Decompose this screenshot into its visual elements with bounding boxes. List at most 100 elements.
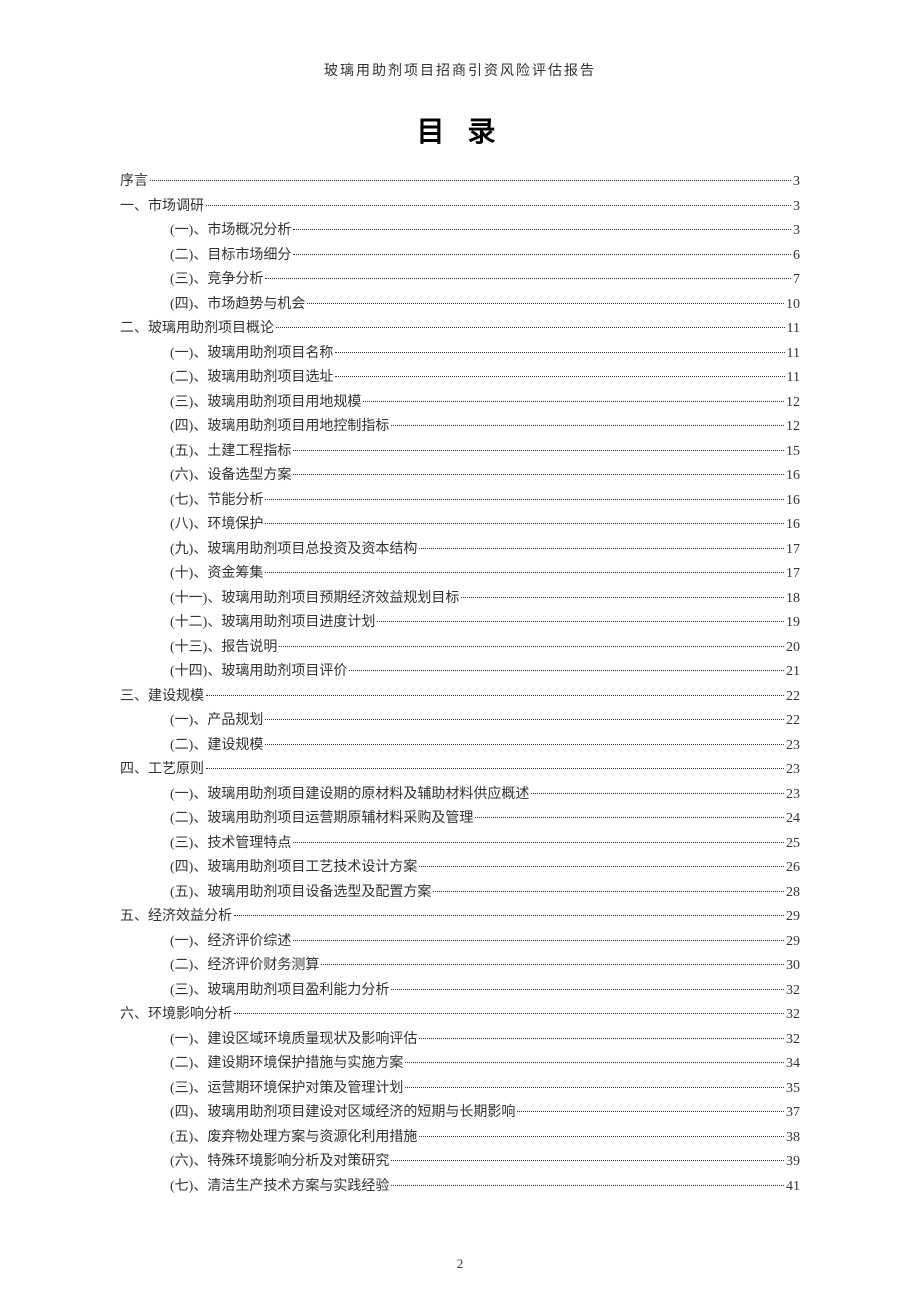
toc-entry: (四)、市场趋势与机会 10	[120, 293, 800, 318]
toc-entry-page: 10	[786, 293, 800, 318]
toc-entry-page: 35	[786, 1077, 800, 1102]
toc-entry: (十三)、报告说明20	[120, 636, 800, 661]
toc-leader-dots	[276, 327, 785, 328]
toc-entry: (一)、玻璃用助剂项目名称11	[120, 342, 800, 367]
toc-entry: (四)、玻璃用助剂项目建设对区域经济的短期与长期影响 37	[120, 1101, 800, 1126]
toc-entry: (一)、产品规划22	[120, 709, 800, 734]
toc-entry-label: (四)、玻璃用助剂项目建设对区域经济的短期与长期影响	[170, 1101, 515, 1126]
toc-entry-label: (四)、市场趋势与机会	[170, 293, 305, 318]
toc-entry-page: 23	[786, 783, 800, 808]
toc-leader-dots	[391, 989, 784, 990]
toc-entry-label: (五)、玻璃用助剂项目设备选型及配置方案	[170, 881, 431, 906]
toc-entry: (十)、资金筹集 17	[120, 562, 800, 587]
toc-entry-page: 23	[786, 734, 800, 759]
toc-entry-label: 五、经济效益分析	[120, 905, 232, 930]
toc-entry-label: 六、环境影响分析	[120, 1003, 232, 1028]
toc-leader-dots	[405, 1087, 784, 1088]
toc-leader-dots	[391, 1160, 784, 1161]
toc-entry: (四)、玻璃用助剂项目工艺技术设计方案26	[120, 856, 800, 881]
toc-entry-label: (一)、产品规划	[170, 709, 263, 734]
toc-entry-page: 15	[786, 440, 800, 465]
toc-leader-dots	[234, 915, 784, 916]
toc-entry-page: 12	[786, 415, 800, 440]
toc-entry-page: 11	[787, 366, 800, 391]
toc-entry: (四)、玻璃用助剂项目用地控制指标 12	[120, 415, 800, 440]
toc-entry-page: 34	[786, 1052, 800, 1077]
toc-entry-page: 41	[786, 1175, 800, 1200]
toc-leader-dots	[234, 1013, 784, 1014]
toc-entry-label: (三)、玻璃用助剂项目用地规模	[170, 391, 361, 416]
toc-entry-page: 16	[786, 489, 800, 514]
toc-leader-dots	[517, 1111, 784, 1112]
toc-entry-page: 18	[786, 587, 800, 612]
toc-entry: (十一)、玻璃用助剂项目预期经济效益规划目标 18	[120, 587, 800, 612]
toc-entry-page: 3	[793, 195, 800, 220]
toc-entry-label: (十二)、玻璃用助剂项目进度计划	[170, 611, 375, 636]
toc-entry-page: 38	[786, 1126, 800, 1151]
toc-entry-label: (十)、资金筹集	[170, 562, 263, 587]
toc-entry-page: 37	[786, 1101, 800, 1126]
toc-entry-label: (四)、玻璃用助剂项目工艺技术设计方案	[170, 856, 417, 881]
toc-leader-dots	[475, 817, 784, 818]
toc-entry-label: (十四)、玻璃用助剂项目评价	[170, 660, 347, 685]
toc-entry-page: 3	[793, 170, 800, 195]
toc-leader-dots	[206, 695, 784, 696]
toc-leader-dots	[335, 376, 784, 377]
toc-leader-dots	[293, 940, 784, 941]
toc-leader-dots	[150, 180, 791, 181]
toc-entry: (三)、运营期环境保护对策及管理计划 35	[120, 1077, 800, 1102]
toc-leader-dots	[391, 425, 784, 426]
toc-entry-label: (二)、经济评价财务测算	[170, 954, 319, 979]
toc-leader-dots	[391, 1185, 784, 1186]
toc-entry-label: (八)、环境保护	[170, 513, 263, 538]
toc-entry: 四、工艺原则23	[120, 758, 800, 783]
toc-entry: (二)、目标市场细分6	[120, 244, 800, 269]
toc-leader-dots	[265, 499, 784, 500]
toc-entry: 一、市场调研3	[120, 195, 800, 220]
toc-leader-dots	[206, 205, 791, 206]
toc-leader-dots	[265, 523, 784, 524]
toc-leader-dots	[433, 891, 784, 892]
toc-leader-dots	[531, 793, 784, 794]
toc-entry: (七)、清洁生产技术方案与实践经验 41	[120, 1175, 800, 1200]
toc-entry-label: (三)、运营期环境保护对策及管理计划	[170, 1077, 403, 1102]
toc-entry-page: 6	[793, 244, 800, 269]
toc-entry-page: 7	[793, 268, 800, 293]
toc-entry: (三)、竞争分析7	[120, 268, 800, 293]
toc-entry: (一)、建设区域环境质量现状及影响评估 32	[120, 1028, 800, 1053]
toc-entry-label: 序言	[120, 170, 148, 195]
toc-leader-dots	[377, 621, 784, 622]
toc-entry-label: (十一)、玻璃用助剂项目预期经济效益规划目标	[170, 587, 459, 612]
toc-leader-dots	[405, 1062, 784, 1063]
toc-entry-page: 22	[786, 685, 800, 710]
toc-entry-page: 32	[786, 1028, 800, 1053]
toc-leader-dots	[307, 303, 784, 304]
toc-entry-label: (六)、设备选型方案	[170, 464, 291, 489]
toc-entry-label: (一)、建设区域环境质量现状及影响评估	[170, 1028, 417, 1053]
toc-entry-label: (七)、清洁生产技术方案与实践经验	[170, 1175, 389, 1200]
toc-entry: (一)、经济评价综述29	[120, 930, 800, 955]
toc-entry: (三)、技术管理特点25	[120, 832, 800, 857]
toc-leader-dots	[419, 548, 784, 549]
toc-entry: (二)、玻璃用助剂项目运营期原辅材料采购及管理24	[120, 807, 800, 832]
toc-entry: (五)、玻璃用助剂项目设备选型及配置方案28	[120, 881, 800, 906]
toc-entry-page: 11	[787, 342, 800, 367]
toc-entry-page: 25	[786, 832, 800, 857]
toc-leader-dots	[293, 254, 791, 255]
toc-entry: 五、经济效益分析29	[120, 905, 800, 930]
toc-entry: (八)、环境保护 16	[120, 513, 800, 538]
toc-entry: (三)、玻璃用助剂项目盈利能力分析32	[120, 979, 800, 1004]
toc-entry-page: 17	[786, 562, 800, 587]
toc-entry-label: (二)、玻璃用助剂项目选址	[170, 366, 333, 391]
toc-entry-page: 16	[786, 513, 800, 538]
toc-leader-dots	[293, 474, 784, 475]
toc-entry: (一)、市场概况分析3	[120, 219, 800, 244]
toc-entry-label: (七)、节能分析	[170, 489, 263, 514]
toc-entry-page: 32	[786, 1003, 800, 1028]
toc-container: 序言 3一、市场调研3(一)、市场概况分析3(二)、目标市场细分6(三)、竞争分析…	[120, 170, 800, 1199]
toc-entry-label: (一)、经济评价综述	[170, 930, 291, 955]
toc-leader-dots	[293, 450, 784, 451]
toc-entry: (五)、废弃物处理方案与资源化利用措施38	[120, 1126, 800, 1151]
toc-leader-dots	[265, 278, 791, 279]
toc-entry-label: (四)、玻璃用助剂项目用地控制指标	[170, 415, 389, 440]
